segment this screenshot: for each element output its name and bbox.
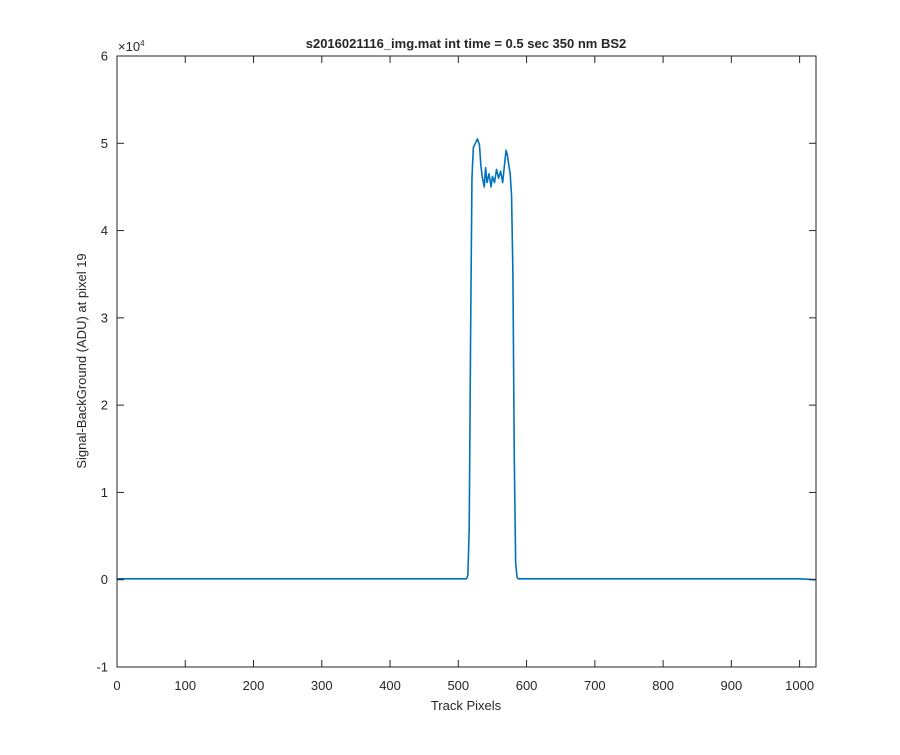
plot-area	[117, 56, 816, 667]
y-exponent-base: ×10	[118, 39, 140, 54]
series-layer	[117, 138, 817, 581]
y-tick-label: 0	[101, 572, 108, 587]
x-axis-label: Track Pixels	[431, 698, 502, 713]
x-tick-label: 900	[721, 678, 743, 693]
y-tick-label: 6	[101, 49, 108, 64]
x-tick-label: 600	[516, 678, 538, 693]
x-tick-label: 400	[379, 678, 401, 693]
y-exponent-power: 4	[140, 39, 145, 48]
x-tick-label: 0	[113, 678, 120, 693]
y-tick-label: 2	[101, 398, 108, 413]
y-tick-label: 4	[101, 223, 108, 238]
x-tick-label: 100	[174, 678, 196, 693]
y-tick-label: 1	[101, 485, 108, 500]
x-tick-label: 700	[584, 678, 606, 693]
y-tick-label: -1	[96, 660, 108, 675]
x-axis-ticks: 0 100 200 300 400 500 600 700 800 900 1000	[113, 56, 814, 693]
y-axis-label: Signal-BackGround (ADU) at pixel 19	[74, 253, 89, 468]
chart-title: s2016021116_img.mat int time = 0.5 sec 3…	[306, 36, 627, 51]
y-tick-label: 3	[101, 310, 108, 325]
axes-box	[116, 55, 817, 668]
x-tick-label: 800	[652, 678, 674, 693]
x-tick-label: 500	[447, 678, 469, 693]
y-exponent-label: ×104	[118, 39, 145, 54]
x-tick-label: 1000	[785, 678, 814, 693]
x-tick-label: 200	[243, 678, 265, 693]
x-tick-label: 300	[311, 678, 333, 693]
series-line	[117, 138, 817, 581]
y-tick-label: 5	[101, 136, 108, 151]
